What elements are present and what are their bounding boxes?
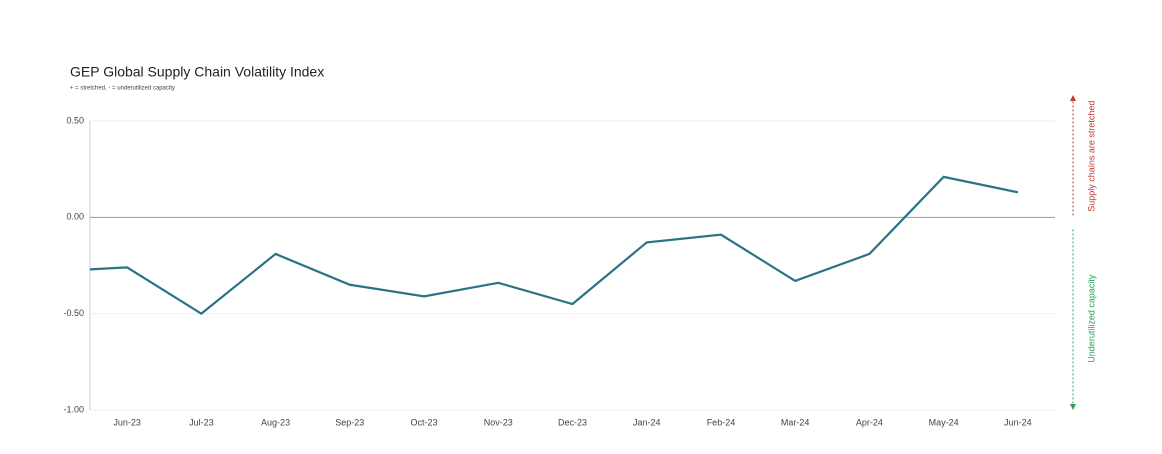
line-series bbox=[90, 175, 1019, 316]
x-tick-label: Jan-24 bbox=[633, 417, 661, 427]
annotation: Underutilized capacity bbox=[1086, 274, 1096, 363]
x-tick-label: Jun-24 bbox=[1004, 417, 1032, 427]
x-tick-label: Dec-23 bbox=[558, 417, 587, 427]
x-tick-label: Jul-23 bbox=[189, 417, 214, 427]
arrow-head bbox=[1070, 95, 1076, 101]
x-tick-label: Feb-24 bbox=[707, 417, 736, 427]
x-tick-label: Aug-23 bbox=[261, 417, 290, 427]
y-tick-label: -1.00 bbox=[63, 404, 84, 414]
annotation: Supply chains are stretched bbox=[1086, 101, 1096, 212]
x-tick-label: Nov-23 bbox=[484, 417, 513, 427]
x-tick-label: Apr-24 bbox=[856, 417, 883, 427]
y-tick-label: 0.00 bbox=[66, 212, 84, 222]
x-tick-label: Oct-23 bbox=[411, 417, 438, 427]
chart-title: GEP Global Supply Chain Volatility Index bbox=[70, 64, 324, 80]
x-tick-label: Sep-23 bbox=[335, 417, 364, 427]
x-tick-label: May-24 bbox=[929, 417, 959, 427]
chart-subtitle: + = stretched, - = underutilized capacit… bbox=[70, 86, 175, 92]
arrow-head bbox=[1070, 404, 1076, 410]
y-tick-label: -0.50 bbox=[63, 308, 84, 318]
x-tick-label: Jun-23 bbox=[113, 417, 141, 427]
y-tick-label: 0.50 bbox=[66, 115, 84, 125]
x-tick-label: Mar-24 bbox=[781, 417, 810, 427]
